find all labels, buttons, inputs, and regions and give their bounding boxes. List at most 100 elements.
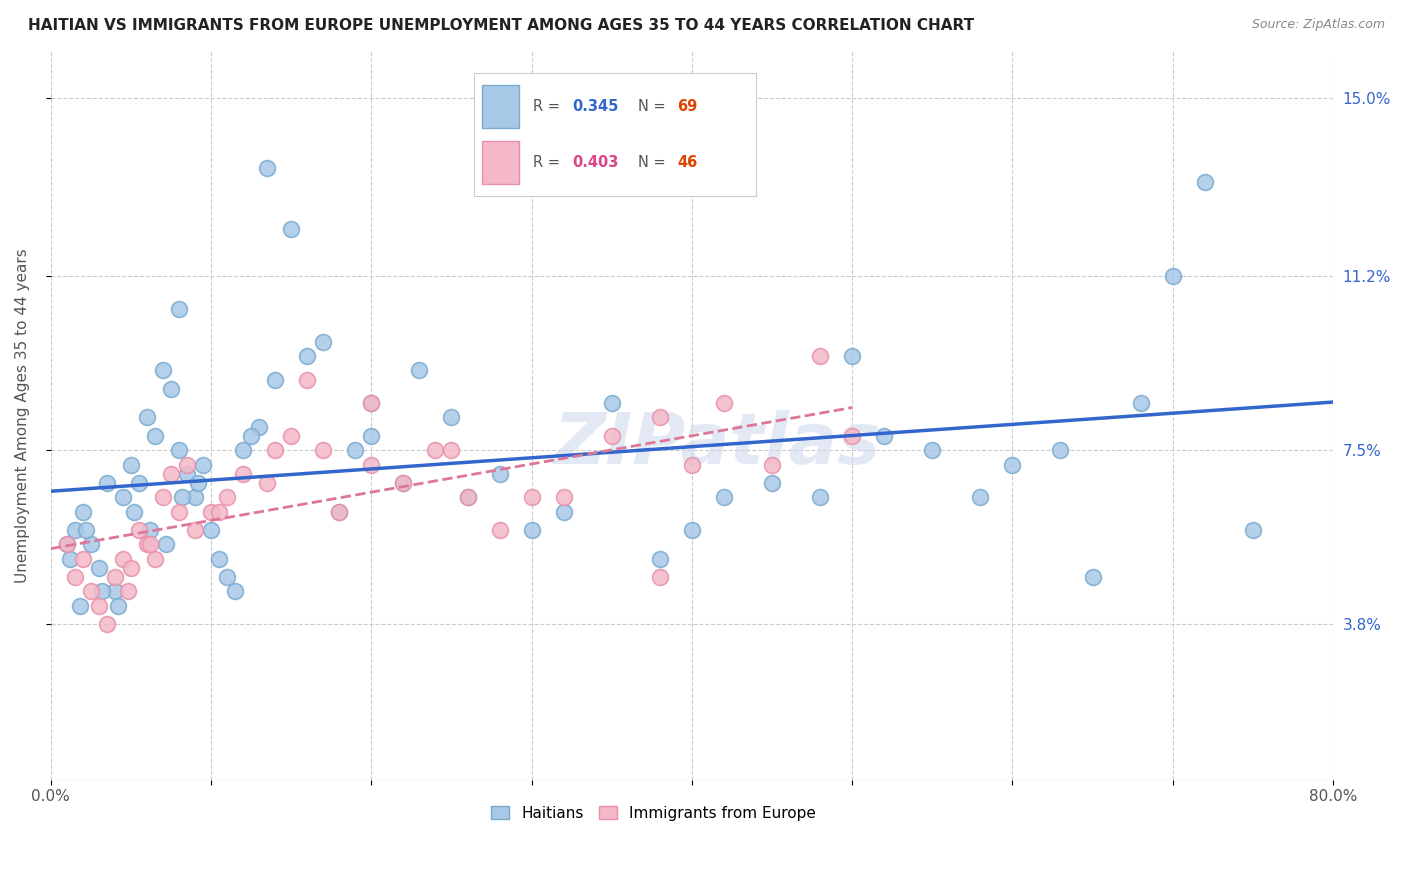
Point <box>1129 396 1152 410</box>
Point <box>256 161 278 176</box>
Point <box>111 491 134 505</box>
Point <box>200 524 222 538</box>
Point <box>96 617 118 632</box>
Point <box>297 373 319 387</box>
Point <box>360 429 382 443</box>
Text: Source: ZipAtlas.com: Source: ZipAtlas.com <box>1251 18 1385 31</box>
Point <box>648 570 671 584</box>
Point <box>392 476 415 491</box>
Point <box>808 491 831 505</box>
Point <box>208 551 231 566</box>
Point <box>136 410 159 425</box>
Point <box>160 382 183 396</box>
Point <box>143 429 166 443</box>
Point <box>120 458 142 472</box>
Point <box>440 443 463 458</box>
Point <box>63 570 86 584</box>
Point <box>969 491 991 505</box>
Point <box>80 584 103 599</box>
Point <box>72 551 94 566</box>
Point <box>425 443 447 458</box>
Point <box>87 561 110 575</box>
Point <box>344 443 367 458</box>
Point <box>56 537 79 551</box>
Point <box>648 410 671 425</box>
Point <box>873 429 896 443</box>
Point <box>553 491 575 505</box>
Point <box>457 491 479 505</box>
Point <box>59 551 82 566</box>
Point <box>139 524 162 538</box>
Legend: Haitians, Immigrants from Europe: Haitians, Immigrants from Europe <box>485 799 823 827</box>
Point <box>457 491 479 505</box>
Point <box>1194 175 1216 189</box>
Point <box>217 491 239 505</box>
Point <box>1081 570 1104 584</box>
Text: ZIPatlas: ZIPatlas <box>554 409 882 479</box>
Point <box>107 599 129 613</box>
Point <box>240 429 263 443</box>
Point <box>360 458 382 472</box>
Point <box>139 537 162 551</box>
Point <box>921 443 943 458</box>
Point <box>120 561 142 575</box>
Point <box>488 524 510 538</box>
Point <box>360 396 382 410</box>
Point <box>217 570 239 584</box>
Point <box>232 443 254 458</box>
Point <box>488 467 510 481</box>
Point <box>167 504 190 518</box>
Point <box>136 537 159 551</box>
Point <box>280 222 302 236</box>
Point <box>841 350 863 364</box>
Point <box>520 524 543 538</box>
Point <box>280 429 302 443</box>
Point <box>761 476 783 491</box>
Point <box>128 524 150 538</box>
Point <box>69 599 91 613</box>
Point <box>841 429 863 443</box>
Point <box>440 410 463 425</box>
Point <box>152 363 174 377</box>
Point <box>91 584 114 599</box>
Point <box>224 584 246 599</box>
Point <box>167 302 190 317</box>
Point <box>713 396 735 410</box>
Point <box>1049 443 1071 458</box>
Point <box>56 537 79 551</box>
Point <box>155 537 177 551</box>
Point <box>152 491 174 505</box>
Point <box>122 504 145 518</box>
Point <box>96 476 118 491</box>
Point <box>713 491 735 505</box>
Point <box>184 524 207 538</box>
Point <box>408 363 430 377</box>
Point <box>312 335 335 350</box>
Point <box>160 467 183 481</box>
Point <box>176 467 198 481</box>
Text: HAITIAN VS IMMIGRANTS FROM EUROPE UNEMPLOYMENT AMONG AGES 35 TO 44 YEARS CORRELA: HAITIAN VS IMMIGRANTS FROM EUROPE UNEMPL… <box>28 18 974 33</box>
Point <box>648 551 671 566</box>
Point <box>1001 458 1024 472</box>
Point <box>232 467 254 481</box>
Point <box>200 504 222 518</box>
Point <box>328 504 350 518</box>
Point <box>264 373 287 387</box>
Point <box>1241 524 1264 538</box>
Point <box>104 584 127 599</box>
Point <box>75 524 97 538</box>
Point <box>600 429 623 443</box>
Y-axis label: Unemployment Among Ages 35 to 44 years: Unemployment Among Ages 35 to 44 years <box>15 248 30 582</box>
Point <box>72 504 94 518</box>
Point <box>600 396 623 410</box>
Point <box>191 458 214 472</box>
Point <box>328 504 350 518</box>
Point <box>681 458 703 472</box>
Point <box>808 350 831 364</box>
Point <box>187 476 209 491</box>
Point <box>143 551 166 566</box>
Point <box>312 443 335 458</box>
Point <box>392 476 415 491</box>
Point <box>520 491 543 505</box>
Point <box>80 537 103 551</box>
